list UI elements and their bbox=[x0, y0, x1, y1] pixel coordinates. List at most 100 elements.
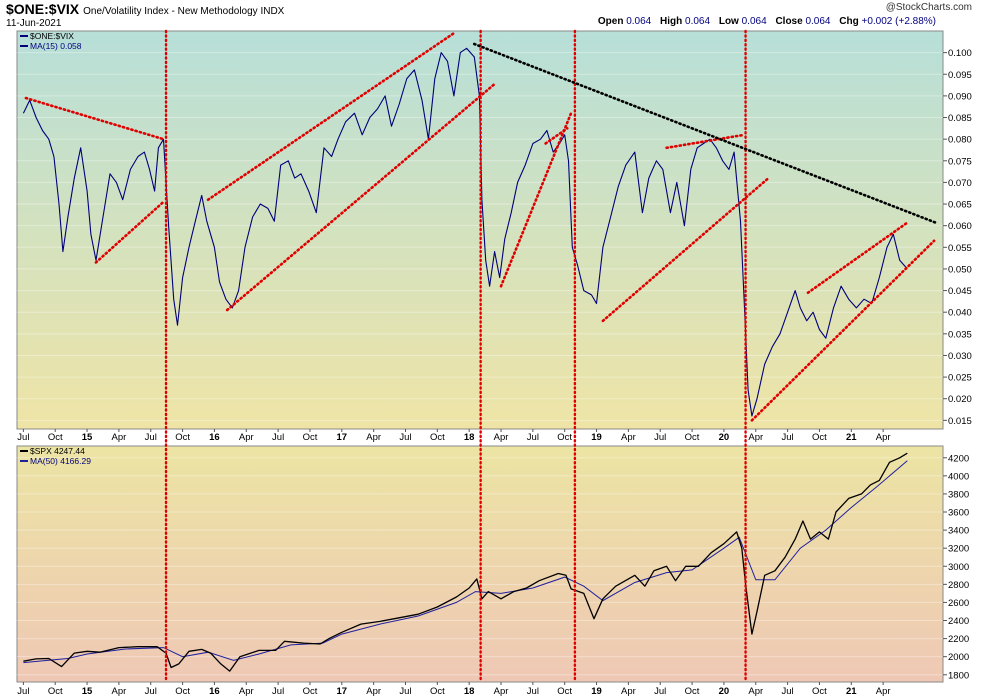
bottom-y-tick-label: 3600 bbox=[948, 508, 969, 519]
bottom-x-tick-label: Apr bbox=[239, 686, 254, 697]
top-y-tick-label: 0.070 bbox=[948, 178, 972, 189]
bottom-x-tick-label: 16 bbox=[209, 686, 220, 697]
top-x-tick-label: Apr bbox=[621, 432, 636, 443]
top-x-tick-label: 17 bbox=[337, 432, 348, 443]
low-label: Low bbox=[718, 16, 739, 27]
legend-entry: $SPX 4247.44 bbox=[30, 446, 85, 456]
bottom-x-tick-label: Oct bbox=[557, 686, 572, 697]
legend-entry: MA(15) 0.058 bbox=[30, 41, 82, 51]
legend-entry: MA(50) 4166.29 bbox=[30, 456, 91, 466]
red-trend-line bbox=[601, 176, 770, 323]
top-x-tick-label: 20 bbox=[719, 432, 730, 443]
top-x-tick-label: Oct bbox=[685, 432, 700, 443]
top-x-tick-label: 16 bbox=[209, 432, 220, 443]
top-y-tick-label: 0.055 bbox=[948, 243, 972, 254]
red-trend-line bbox=[499, 111, 573, 288]
bottom-y-tick-label: 2000 bbox=[948, 652, 969, 663]
bottom-x-tick-label: Apr bbox=[748, 686, 763, 697]
red-trend-line bbox=[665, 133, 746, 150]
top-x-tick-label: Apr bbox=[748, 432, 763, 443]
bottom-x-tick-label: Oct bbox=[430, 686, 445, 697]
top-x-tick-label: 15 bbox=[82, 432, 93, 443]
chart-title: $ONE:$VIX One/Volatility Index - New Meth… bbox=[6, 1, 284, 17]
bottom-x-tick-label: Oct bbox=[812, 686, 827, 697]
chg-label: Chg bbox=[839, 16, 859, 27]
top-y-tick-label: 0.025 bbox=[948, 373, 972, 384]
chart-date: 11-Jun-2021 bbox=[6, 18, 62, 29]
top-y-tick-label: 0.020 bbox=[948, 394, 972, 405]
red-trend-line bbox=[225, 81, 498, 312]
top-x-tick-label: Apr bbox=[111, 432, 126, 443]
top-y-tick-label: 0.095 bbox=[948, 70, 972, 81]
top-y-tick-label: 0.075 bbox=[948, 156, 972, 167]
top-x-tick-label: Apr bbox=[876, 432, 891, 443]
top-x-tick-label: Apr bbox=[366, 432, 381, 443]
bottom-x-tick-label: Jul bbox=[399, 686, 411, 697]
high-value: 0.064 bbox=[685, 16, 711, 27]
bottom-y-tick-label: 3400 bbox=[948, 526, 969, 537]
high-label: High bbox=[660, 16, 683, 27]
ohlc-readout: Open 0.064 High 0.064 Low 0.064 Close 0.… bbox=[598, 16, 942, 27]
top-x-tick-label: Jul bbox=[527, 432, 539, 443]
red-trend-line bbox=[24, 96, 165, 141]
top-y-tick-label: 0.080 bbox=[948, 135, 972, 146]
top-x-tick-label: Jul bbox=[145, 432, 157, 443]
top-x-tick-label: Oct bbox=[48, 432, 63, 443]
bottom-x-tick-label: Apr bbox=[366, 686, 381, 697]
black-downtrend-line bbox=[472, 42, 940, 225]
stockcharts-watermark: @StockCharts.com bbox=[885, 2, 972, 13]
chg-value: +0.002 (+2.88%) bbox=[861, 16, 937, 27]
top-x-tick-label: Jul bbox=[399, 432, 411, 443]
bottom-x-tick-label: 15 bbox=[82, 686, 93, 697]
bottom-x-tick-label: 17 bbox=[337, 686, 348, 697]
close-value: 0.064 bbox=[805, 16, 831, 27]
top-x-tick-label: Oct bbox=[175, 432, 190, 443]
bottom-x-tick-label: Apr bbox=[621, 686, 636, 697]
top-x-tick-label: Jul bbox=[782, 432, 794, 443]
legend-entry: $ONE:$VIX bbox=[30, 31, 74, 41]
bottom-x-tick-label: 19 bbox=[591, 686, 602, 697]
top-y-tick-label: 0.030 bbox=[948, 351, 972, 362]
top-x-tick-label: Oct bbox=[557, 432, 572, 443]
bottom-y-tick-label: 4000 bbox=[948, 471, 969, 482]
vix-series-line bbox=[22, 47, 908, 417]
bottom-y-tick-label: 1800 bbox=[948, 670, 969, 681]
top-y-tick-label: 0.040 bbox=[948, 308, 972, 319]
top-y-tick-label: 0.065 bbox=[948, 200, 972, 211]
bottom-x-tick-label: Apr bbox=[111, 686, 126, 697]
bottom-x-tick-label: Jul bbox=[17, 686, 29, 697]
open-label: Open bbox=[597, 16, 624, 27]
bottom-x-tick-label: Jul bbox=[145, 686, 157, 697]
top-x-tick-label: 19 bbox=[591, 432, 602, 443]
bottom-x-tick-label: 21 bbox=[846, 686, 857, 697]
bottom-x-tick-label: Oct bbox=[175, 686, 190, 697]
top-x-tick-label: Oct bbox=[430, 432, 445, 443]
top-y-tick-label: 0.085 bbox=[948, 113, 972, 124]
bottom-x-tick-label: 18 bbox=[464, 686, 475, 697]
bottom-x-tick-label: 20 bbox=[719, 686, 730, 697]
top-x-tick-label: Jul bbox=[17, 432, 29, 443]
spx-series-line bbox=[23, 452, 908, 672]
symbol-description: One/Volatility Index - New Methodology I… bbox=[83, 6, 285, 17]
low-value: 0.064 bbox=[741, 16, 767, 27]
red-trend-line bbox=[94, 200, 165, 264]
red-trend-line bbox=[206, 31, 456, 202]
bottom-x-tick-label: Apr bbox=[876, 686, 891, 697]
top-x-tick-label: 18 bbox=[464, 432, 475, 443]
bottom-x-tick-label: Oct bbox=[303, 686, 318, 697]
bottom-x-tick-label: Jul bbox=[782, 686, 794, 697]
top-y-tick-label: 0.015 bbox=[948, 416, 972, 427]
top-x-tick-label: Apr bbox=[239, 432, 254, 443]
top-x-tick-label: Oct bbox=[812, 432, 827, 443]
bottom-y-tick-label: 2200 bbox=[948, 634, 969, 645]
bottom-x-tick-label: Jul bbox=[272, 686, 284, 697]
bottom-x-tick-label: Oct bbox=[685, 686, 700, 697]
top-x-tick-label: Jul bbox=[272, 432, 284, 443]
top-y-tick-label: 0.045 bbox=[948, 286, 972, 297]
red-trend-line bbox=[544, 127, 569, 145]
red-trend-line bbox=[750, 239, 936, 422]
top-y-tick-label: 0.060 bbox=[948, 221, 972, 232]
close-label: Close bbox=[775, 16, 803, 27]
bottom-x-tick-label: Jul bbox=[654, 686, 666, 697]
